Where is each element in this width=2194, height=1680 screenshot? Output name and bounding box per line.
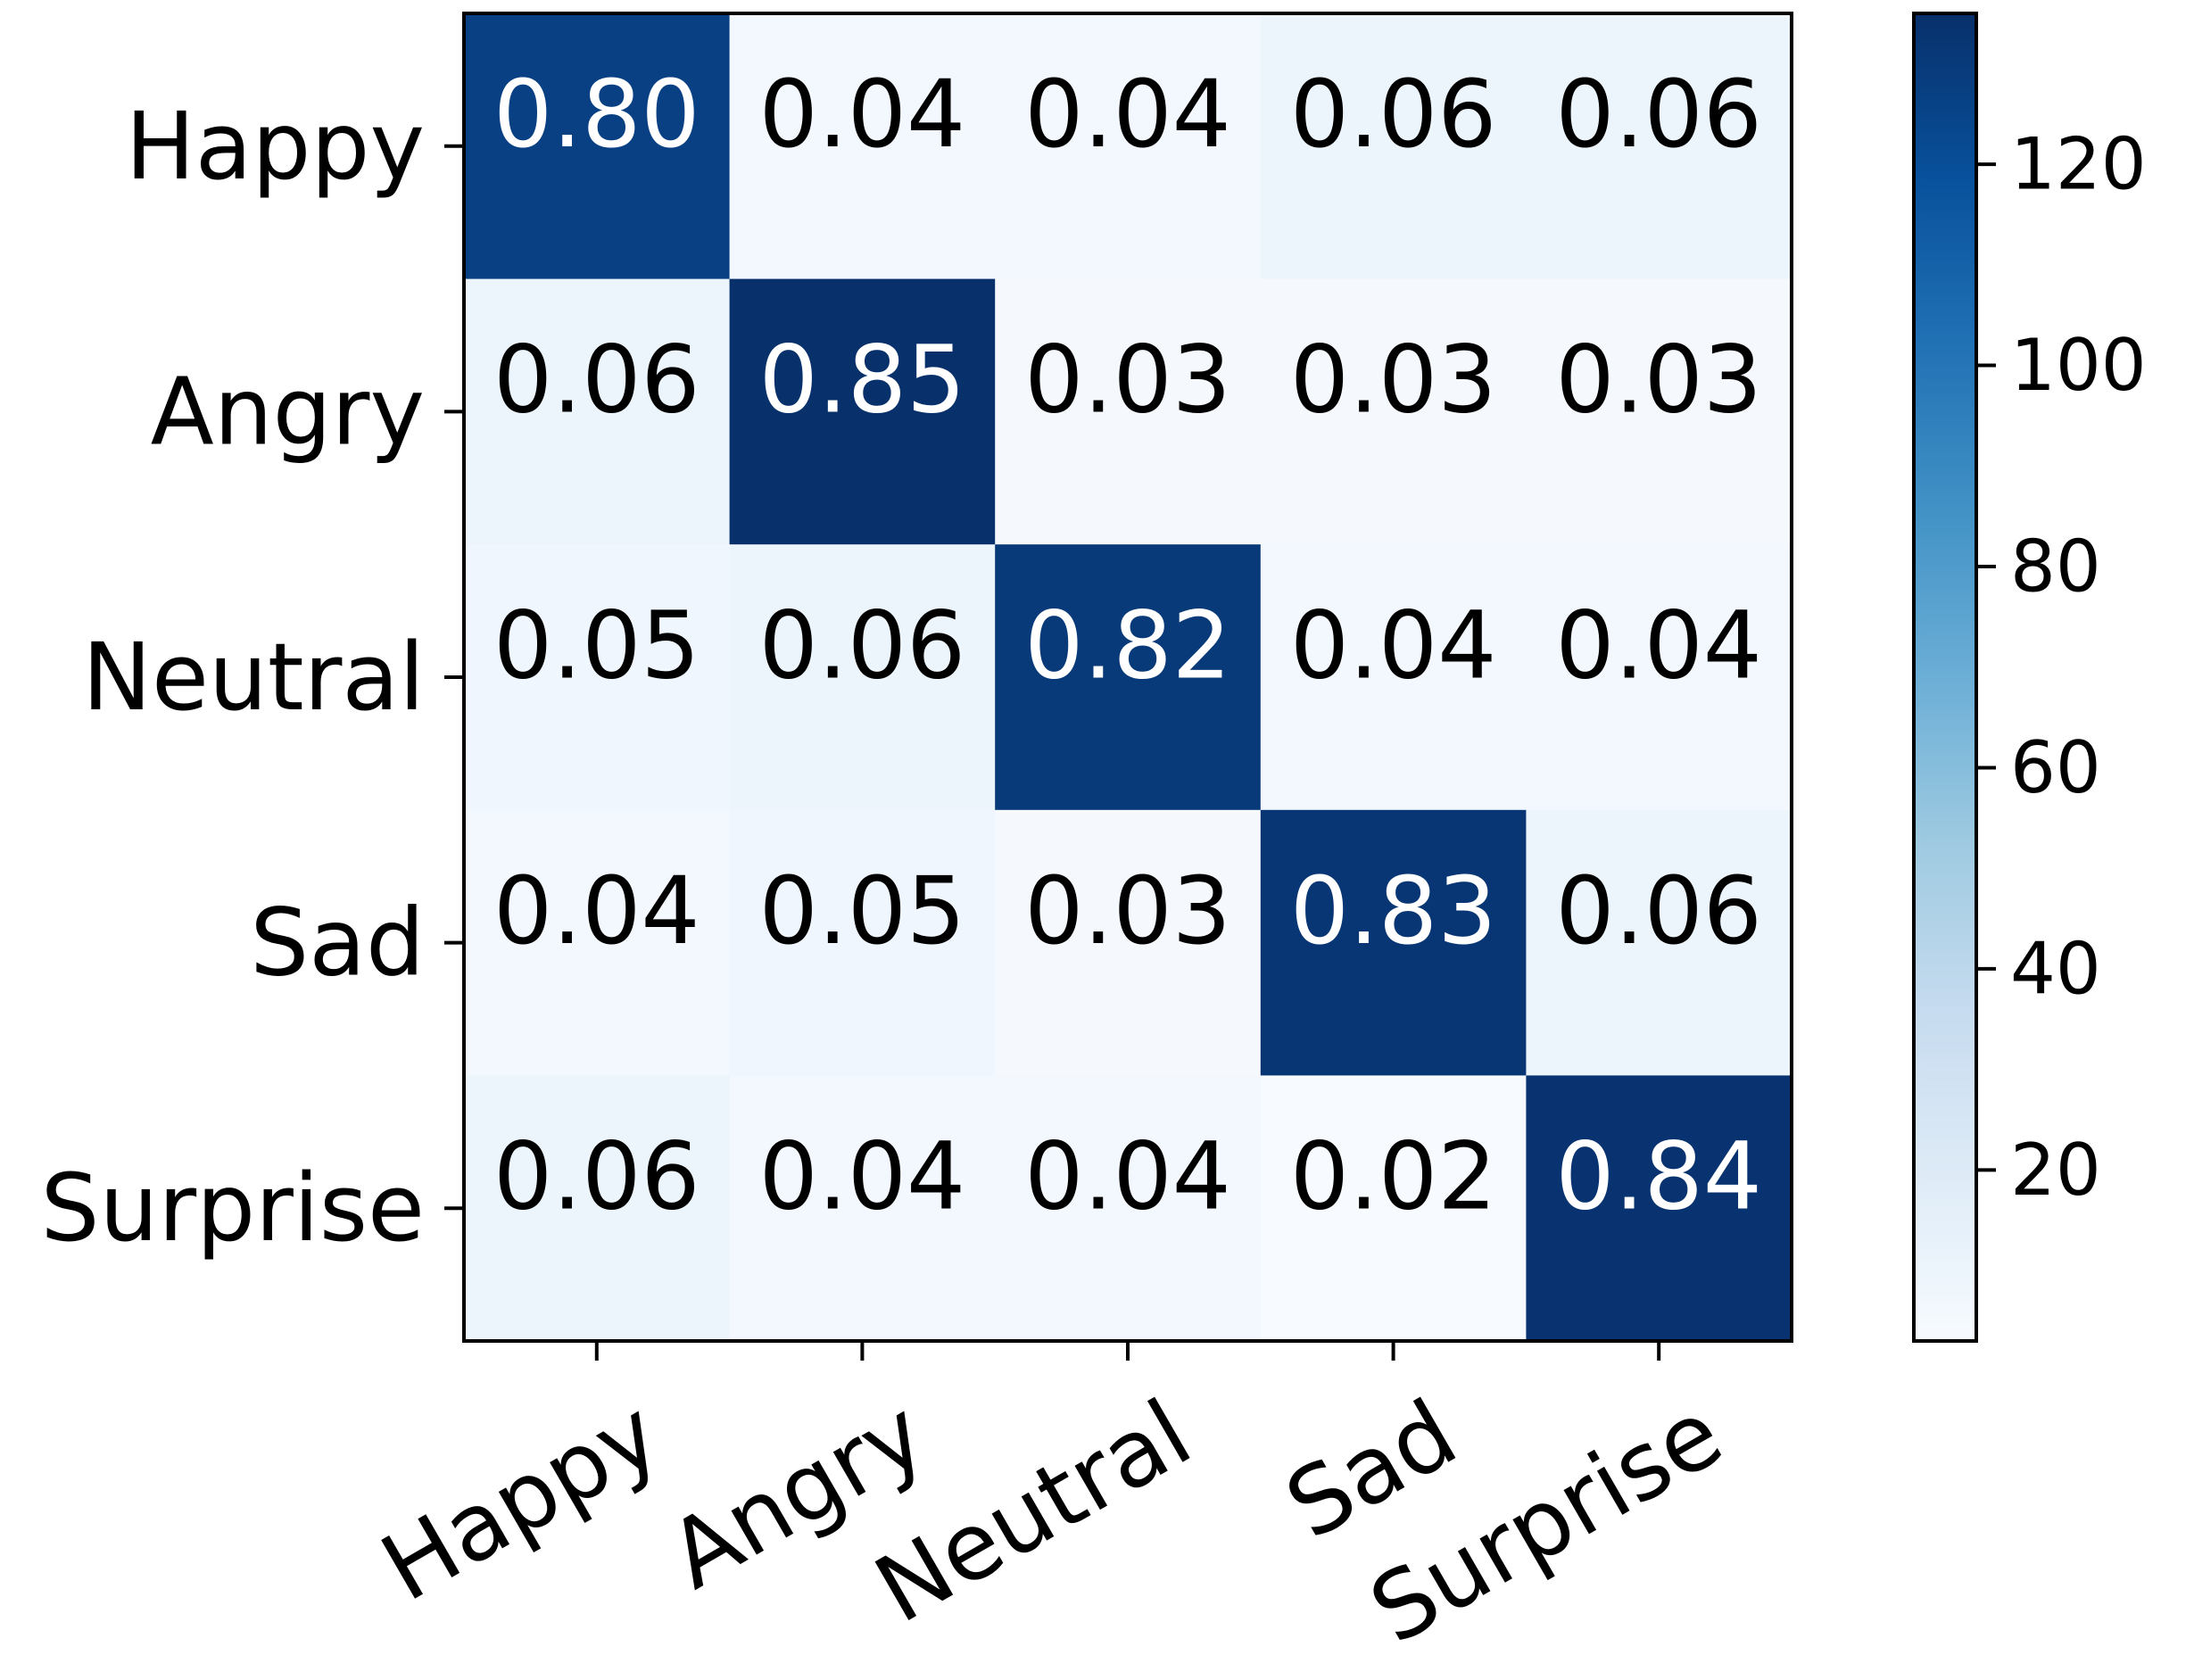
cell-value-label: 0.04 — [1555, 591, 1762, 699]
heatmap-cell — [1260, 544, 1527, 811]
cell-value-label: 0.04 — [759, 60, 966, 169]
cell-value-label: 0.04 — [1024, 1121, 1231, 1230]
cell-value-label: 0.02 — [1290, 1121, 1497, 1230]
heatmap-cell — [1260, 13, 1527, 280]
heatmap-cell — [1526, 809, 1792, 1076]
y-tick-label: Sad — [250, 889, 425, 997]
heatmap-cell — [464, 278, 731, 545]
heatmap-cell — [1260, 1075, 1527, 1342]
heatmap-cell — [1260, 809, 1527, 1076]
heatmap-cell — [464, 544, 731, 811]
colorbar-tick-label: 40 — [2010, 927, 2101, 1010]
cell-value-label: 0.06 — [493, 326, 700, 434]
cell-value-label: 0.80 — [493, 60, 700, 169]
heatmap-cell — [464, 809, 731, 1076]
heatmap-cell — [995, 278, 1262, 545]
cell-value-label: 0.04 — [759, 1121, 966, 1230]
colorbar-frame — [1912, 12, 1978, 1343]
cell-value-label: 0.85 — [759, 326, 966, 434]
heatmap-cell — [464, 13, 731, 280]
colorbar-ticks: 20 40 60 80 100 120 — [1976, 123, 2147, 1212]
cell-value-label: 0.06 — [1555, 60, 1762, 169]
colorbar-tick-label: 20 — [2010, 1129, 2101, 1212]
heatmap-cell — [995, 1075, 1262, 1342]
cell-value-label: 0.03 — [1290, 326, 1497, 434]
cell-value-label: 0.04 — [1290, 591, 1497, 699]
cell-value-label: 0.05 — [759, 857, 966, 965]
cell-value-label: 0.04 — [1024, 60, 1231, 169]
cell-value-label: 0.06 — [759, 591, 966, 699]
cell-value-label: 0.05 — [493, 591, 700, 699]
cell-value-label: 0.84 — [1555, 1121, 1762, 1230]
x-tick-label: Happy — [364, 1378, 678, 1622]
cell-value-label: 0.04 — [493, 857, 700, 965]
heatmap-cell — [1526, 1075, 1792, 1342]
colorbar-tick-label: 100 — [2010, 324, 2147, 407]
heatmap-cell — [729, 1075, 996, 1342]
heatmap-cells — [464, 13, 1792, 1342]
heatmap-cell — [995, 809, 1262, 1076]
y-tick-label: Surprise — [40, 1154, 425, 1262]
cell-value-label: 0.03 — [1024, 326, 1231, 434]
heatmap-cell — [995, 13, 1262, 280]
cell-value-label: 0.06 — [1555, 857, 1762, 965]
colorbar-gradient — [1914, 13, 1976, 1341]
cell-value-label: 0.06 — [1290, 60, 1497, 169]
colorbar-tick-label: 120 — [2010, 123, 2147, 206]
y-axis: Happy Angry Neutral Sad Surprise — [40, 92, 464, 1262]
heatmap-cell — [729, 278, 996, 545]
heatmap-cell — [1526, 544, 1792, 811]
cell-value-label: 0.03 — [1024, 857, 1231, 965]
colorbar-tick-label: 60 — [2010, 726, 2101, 809]
heatmap-cell-labels: 0.80 0.04 0.04 0.06 0.06 0.06 0.85 0.03 0.03 0.03… — [493, 60, 1762, 1230]
heatmap-cell — [729, 13, 996, 280]
colorbar-tick-label: 80 — [2010, 526, 2101, 608]
heatmap-cell — [1526, 13, 1792, 280]
cell-value-label: 0.82 — [1024, 591, 1231, 699]
heatmap-cell — [729, 809, 996, 1076]
y-tick-label: Neutral — [82, 623, 425, 732]
heatmap-cell — [995, 544, 1262, 811]
y-tick-label: Happy — [125, 92, 425, 201]
heatmap-cell — [1526, 278, 1792, 545]
cell-value-label: 0.03 — [1555, 326, 1762, 434]
heatmap-cell — [729, 544, 996, 811]
cell-value-label: 0.83 — [1290, 857, 1497, 965]
heatmap-cell — [464, 1075, 731, 1342]
y-tick-label: Angry — [151, 357, 425, 466]
heatmap-cell — [1260, 278, 1527, 545]
cell-value-label: 0.06 — [493, 1121, 700, 1230]
